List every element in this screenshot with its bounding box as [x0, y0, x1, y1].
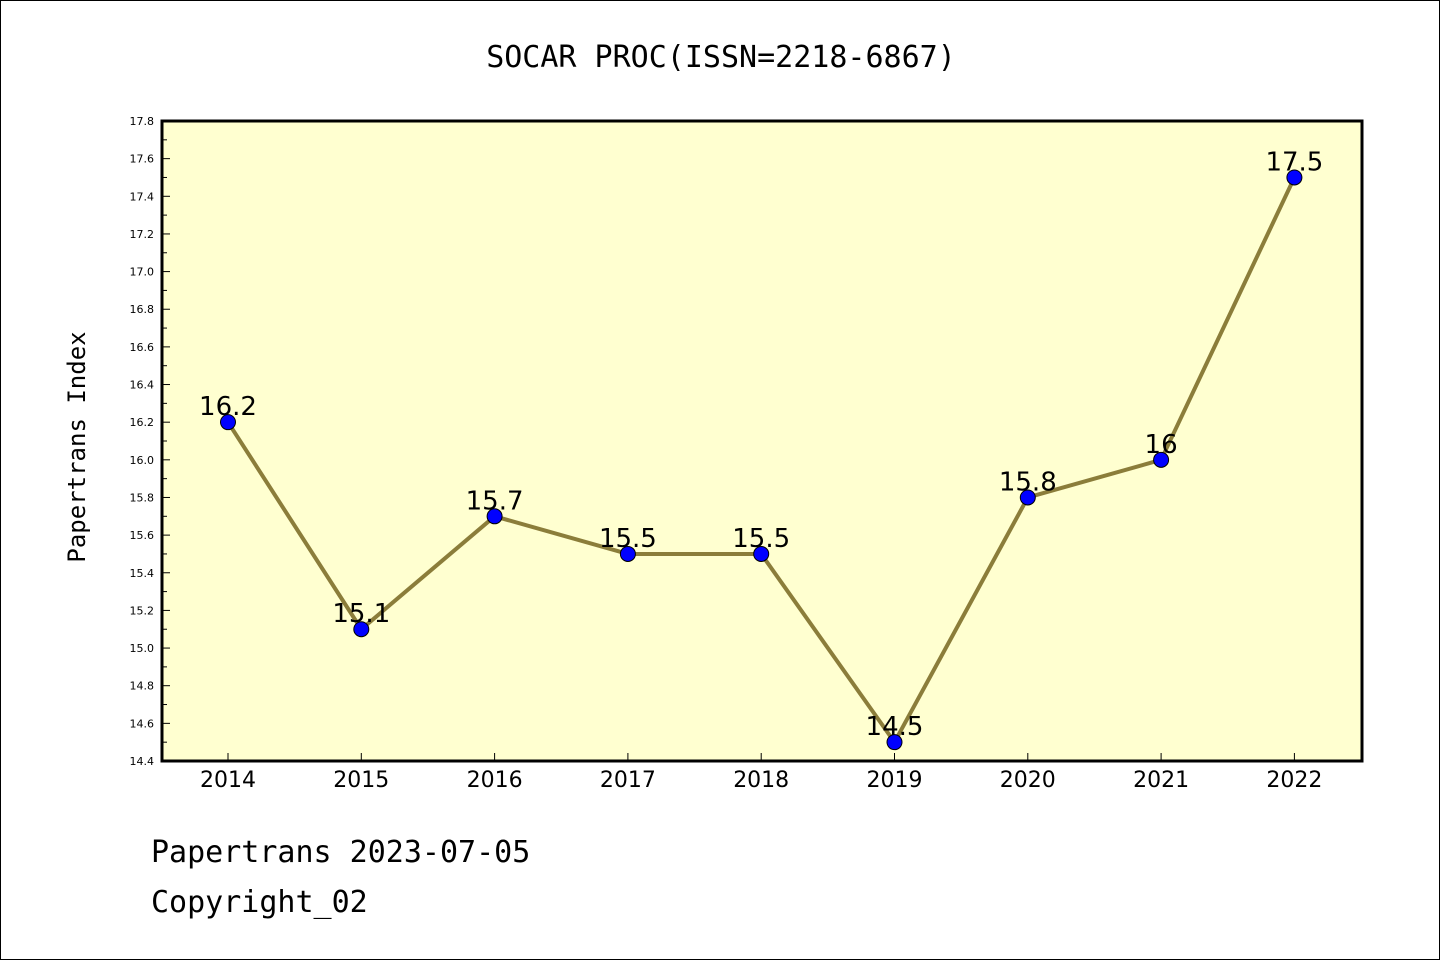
y-tick-label: 15.4 [130, 567, 155, 580]
data-point [220, 414, 236, 431]
data-point [486, 508, 503, 525]
x-tick-label: 2017 [600, 768, 656, 793]
y-tick-label: 17.6 [130, 153, 155, 166]
data-point [753, 545, 770, 562]
x-axis-ticks: 2014 2015 2016 2017 2018 2019 2020 2021 2022 [200, 753, 1322, 793]
data-point [353, 621, 370, 638]
data-label: 16.2 [199, 392, 257, 422]
data-labels: 16.2 15.1 15.7 15.5 15.5 14.5 15.8 16 17.5 [199, 147, 1323, 742]
y-tick-label: 15.6 [130, 529, 155, 542]
y-tick-label: 14.8 [130, 680, 155, 693]
y-tick-label: 16.6 [130, 341, 155, 354]
x-tick-label: 2016 [467, 768, 523, 793]
y-tick-label: 17.0 [130, 266, 155, 279]
x-tick-label: 2021 [1133, 768, 1189, 793]
chart-title: SOCAR PROC(ISSN=2218-6867) [486, 40, 956, 75]
data-label: 15.5 [732, 524, 790, 554]
y-tick-label: 17.4 [130, 190, 155, 203]
x-tick-label: 2015 [333, 768, 389, 793]
data-label: 15.7 [466, 486, 524, 516]
y-tick-label: 15.2 [130, 604, 155, 617]
y-tick-label: 16.0 [130, 454, 155, 467]
y-tick-label: 16.8 [130, 303, 155, 316]
data-label: 14.5 [866, 712, 924, 742]
data-points [220, 169, 1303, 751]
y-tick-label: 17.2 [130, 228, 155, 241]
x-tick-label: 2018 [733, 768, 789, 793]
footer-copyright: Copyright_02 [151, 885, 368, 920]
x-tick-label: 2022 [1266, 768, 1322, 793]
data-label: 17.5 [1265, 147, 1323, 177]
data-label: 16 [1145, 430, 1178, 460]
x-tick-label: 2020 [1000, 768, 1056, 793]
y-tick-label: 15.8 [130, 491, 155, 504]
y-tick-label: 16.2 [130, 416, 155, 429]
y-axis-label: Papertrans Index [63, 331, 91, 562]
y-tick-label: 16.4 [130, 379, 155, 392]
y-tick-label: 17.8 [130, 115, 155, 128]
data-point [1153, 451, 1170, 468]
data-label: 15.8 [999, 467, 1057, 497]
data-point [1019, 489, 1036, 506]
plot-area [160, 119, 1364, 763]
x-tick-label: 2019 [867, 768, 923, 793]
y-tick-label: 14.6 [130, 717, 155, 730]
data-label: 15.1 [332, 599, 390, 629]
x-tick-label: 2014 [200, 768, 256, 793]
y-tick-label: 15.0 [130, 642, 155, 655]
data-point [1286, 169, 1303, 186]
data-label: 15.5 [599, 524, 657, 554]
footer-date: Papertrans 2023-07-05 [151, 835, 531, 870]
y-tick-label: 14.4 [130, 755, 155, 768]
y-axis-ticks: 14.4 14.6 14.8 15.0 15.2 15.4 15.6 15.8 16.0 16.2… [130, 115, 170, 768]
data-point [886, 734, 903, 751]
data-point [619, 545, 636, 562]
